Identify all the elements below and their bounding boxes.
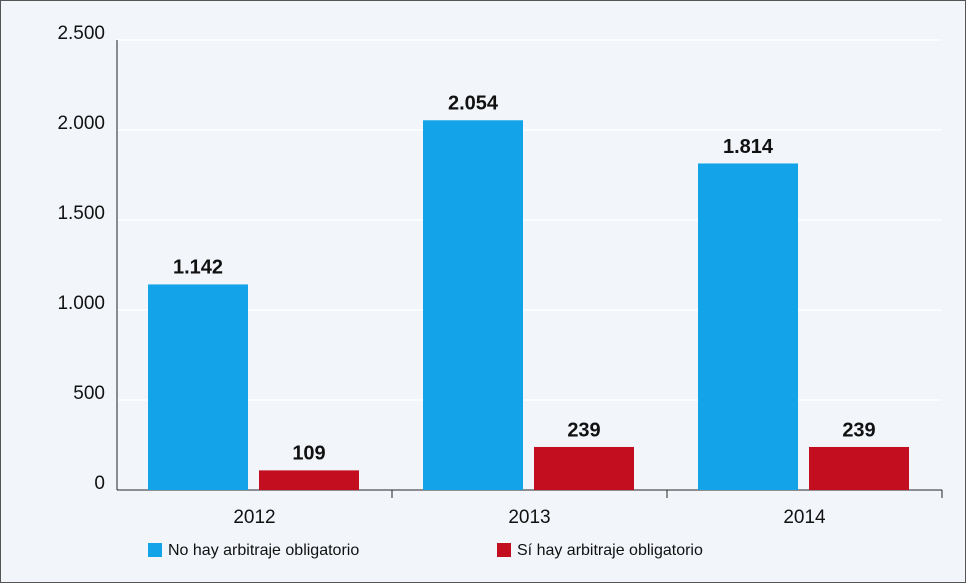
bar — [698, 163, 798, 491]
y-tick-label: 500 — [73, 383, 105, 404]
bar — [809, 446, 909, 490]
y-tick-label: 0 — [94, 473, 105, 494]
y-tick-label: 1.500 — [57, 203, 105, 224]
x-tick-label: 2013 — [508, 507, 550, 528]
value-label: 239 — [567, 419, 600, 441]
bar — [534, 446, 634, 490]
value-label: 1.142 — [173, 257, 223, 279]
x-tick-label: 2012 — [233, 507, 275, 528]
value-label: 2.054 — [448, 93, 499, 115]
bar — [423, 120, 523, 490]
legend-swatch — [148, 543, 162, 557]
bar — [259, 470, 359, 490]
y-tick-label: 2.000 — [57, 113, 105, 134]
y-tick-label: 2.500 — [57, 23, 105, 44]
bar — [148, 284, 248, 490]
value-label: 109 — [292, 443, 325, 465]
legend-label: Sí hay arbitraje obligatorio — [517, 542, 703, 559]
value-label: 1.814 — [723, 136, 774, 158]
value-label: 239 — [842, 419, 875, 441]
y-tick-label: 1.000 — [57, 293, 105, 314]
legend-label: No hay arbitraje obligatorio — [168, 542, 359, 559]
x-tick-label: 2014 — [783, 507, 826, 528]
legend-swatch — [497, 543, 511, 557]
